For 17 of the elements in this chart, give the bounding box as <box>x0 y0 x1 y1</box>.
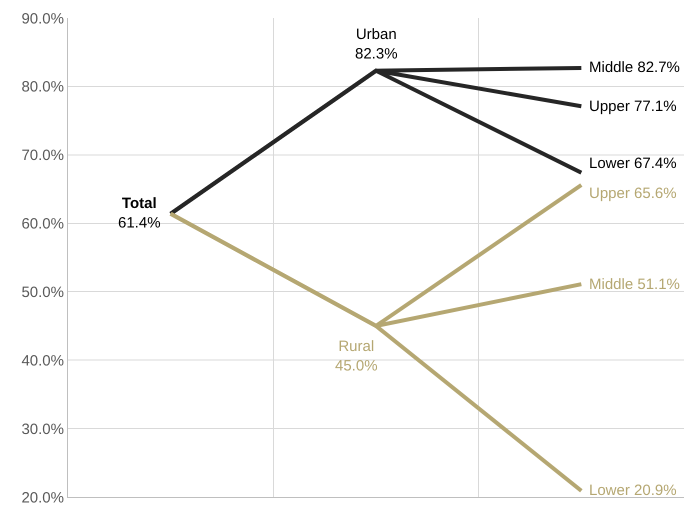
y-tick-label: 60.0% <box>21 216 64 233</box>
y-tick-label: 30.0% <box>21 420 64 438</box>
y-tick-label: 20.0% <box>21 489 64 506</box>
data-label: Rural 45.0% <box>335 338 378 374</box>
data-label: Urban 82.3% <box>355 26 398 62</box>
y-tick-label: 70.0% <box>21 147 64 164</box>
data-label: Lower 20.9% <box>589 482 677 499</box>
data-label: Middle 82.7% <box>589 59 680 76</box>
y-tick-label: 50.0% <box>21 284 64 301</box>
y-tick-label: 80.0% <box>21 78 64 96</box>
data-label: Middle 51.1% <box>589 276 680 293</box>
data-label: Total 61.4% <box>118 195 161 232</box>
data-label: Upper 77.1% <box>589 98 677 115</box>
data-label: Lower 67.4% <box>589 155 677 172</box>
data-label: Upper 65.6% <box>589 185 677 202</box>
y-tick-label: 40.0% <box>21 352 64 370</box>
y-tick-label: 90.0% <box>21 10 64 28</box>
